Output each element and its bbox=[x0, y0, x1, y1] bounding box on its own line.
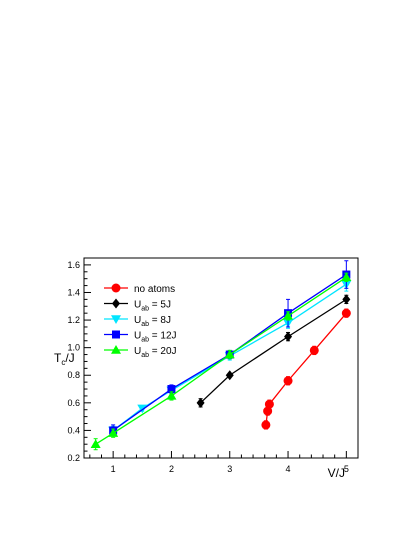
series-4 bbox=[90, 272, 352, 451]
data-point bbox=[342, 294, 351, 305]
series-line bbox=[200, 298, 347, 404]
legend-entry: Uab = 12J bbox=[104, 330, 177, 344]
y-axis-label-tail: /J bbox=[65, 351, 74, 365]
legend-label: no atoms bbox=[134, 284, 175, 295]
legend-label-main: no atoms bbox=[134, 284, 175, 295]
x-tick-label: 4 bbox=[286, 464, 291, 474]
x-tick-label: 2 bbox=[169, 464, 174, 474]
data-point bbox=[263, 406, 273, 416]
data-point bbox=[225, 370, 234, 381]
y-tick-label: 1.0 bbox=[67, 343, 80, 353]
legend-label-main: U bbox=[134, 346, 141, 357]
legend-label: Uab = 5J bbox=[134, 300, 171, 313]
series-layer bbox=[90, 260, 352, 451]
legend-marker bbox=[111, 315, 121, 324]
data-point bbox=[309, 345, 319, 355]
legend-entry: Uab = 20J bbox=[104, 345, 177, 359]
x-tick-label: 3 bbox=[227, 464, 232, 474]
y-axis-label-sub: c bbox=[61, 358, 65, 367]
x-tick-label: 1 bbox=[111, 464, 116, 474]
legend-marker bbox=[111, 345, 121, 354]
series-line bbox=[265, 312, 347, 425]
data-point bbox=[108, 428, 119, 437]
data-point bbox=[166, 390, 177, 400]
legend-label-main: U bbox=[134, 331, 141, 342]
x-axis-label: V/J bbox=[328, 466, 345, 480]
legend-label-tail: = 20J bbox=[149, 346, 177, 357]
legend-label-sub: ab bbox=[141, 321, 149, 328]
y-tick-label: 1.6 bbox=[67, 260, 80, 270]
legend-label-main: U bbox=[134, 315, 141, 326]
data-point bbox=[90, 439, 101, 448]
data-point bbox=[341, 308, 351, 318]
legend-label: Uab = 12J bbox=[134, 331, 177, 344]
data-point bbox=[261, 420, 271, 430]
y-axis-label-main: T bbox=[54, 351, 62, 365]
legend-entry: Uab = 5J bbox=[104, 298, 171, 313]
data-point bbox=[224, 349, 235, 359]
y-tick-label: 1.2 bbox=[67, 315, 80, 325]
y-tick-label: 0.4 bbox=[67, 425, 80, 435]
legend-entry: Uab = 8J bbox=[104, 315, 171, 328]
legend-label-sub: ab bbox=[141, 337, 149, 344]
legend-label-tail: = 12J bbox=[149, 331, 177, 342]
data-point bbox=[284, 331, 293, 342]
y-tick-label: 0.2 bbox=[67, 453, 80, 463]
legend-label-sub: ab bbox=[141, 306, 149, 313]
y-tick-label: 1.4 bbox=[67, 287, 80, 297]
data-point bbox=[341, 272, 352, 282]
series-0 bbox=[261, 308, 351, 430]
data-point bbox=[167, 385, 176, 394]
series-line bbox=[112, 283, 347, 431]
legend-marker bbox=[111, 283, 121, 293]
x-tick-label: 5 bbox=[344, 464, 349, 474]
legend-label-sub: ab bbox=[141, 352, 149, 359]
legend-label-tail: = 5J bbox=[149, 300, 171, 311]
legend-marker bbox=[112, 298, 120, 309]
legend-label: Uab = 8J bbox=[134, 315, 171, 328]
legend-label-tail: = 8J bbox=[149, 315, 171, 326]
legend-label-main: U bbox=[134, 300, 141, 311]
series-1 bbox=[196, 294, 351, 408]
data-point bbox=[264, 399, 274, 409]
data-point bbox=[283, 376, 293, 386]
axes: 1 2 3 4 5 0.2 0.4 0.6 0.8 1.0 1.2 1.4 1.6 bbox=[67, 260, 348, 474]
plot-frame bbox=[83, 257, 359, 459]
y-tick-label: 0.8 bbox=[67, 370, 80, 380]
y-tick-label: 0.6 bbox=[67, 398, 80, 408]
legend-entry: no atoms bbox=[104, 283, 175, 295]
data-point bbox=[283, 310, 294, 320]
legend-marker bbox=[112, 330, 120, 339]
data-point bbox=[196, 397, 205, 408]
y-axis-label: Tc/J bbox=[54, 351, 75, 367]
legend-label: Uab = 20J bbox=[134, 346, 177, 359]
